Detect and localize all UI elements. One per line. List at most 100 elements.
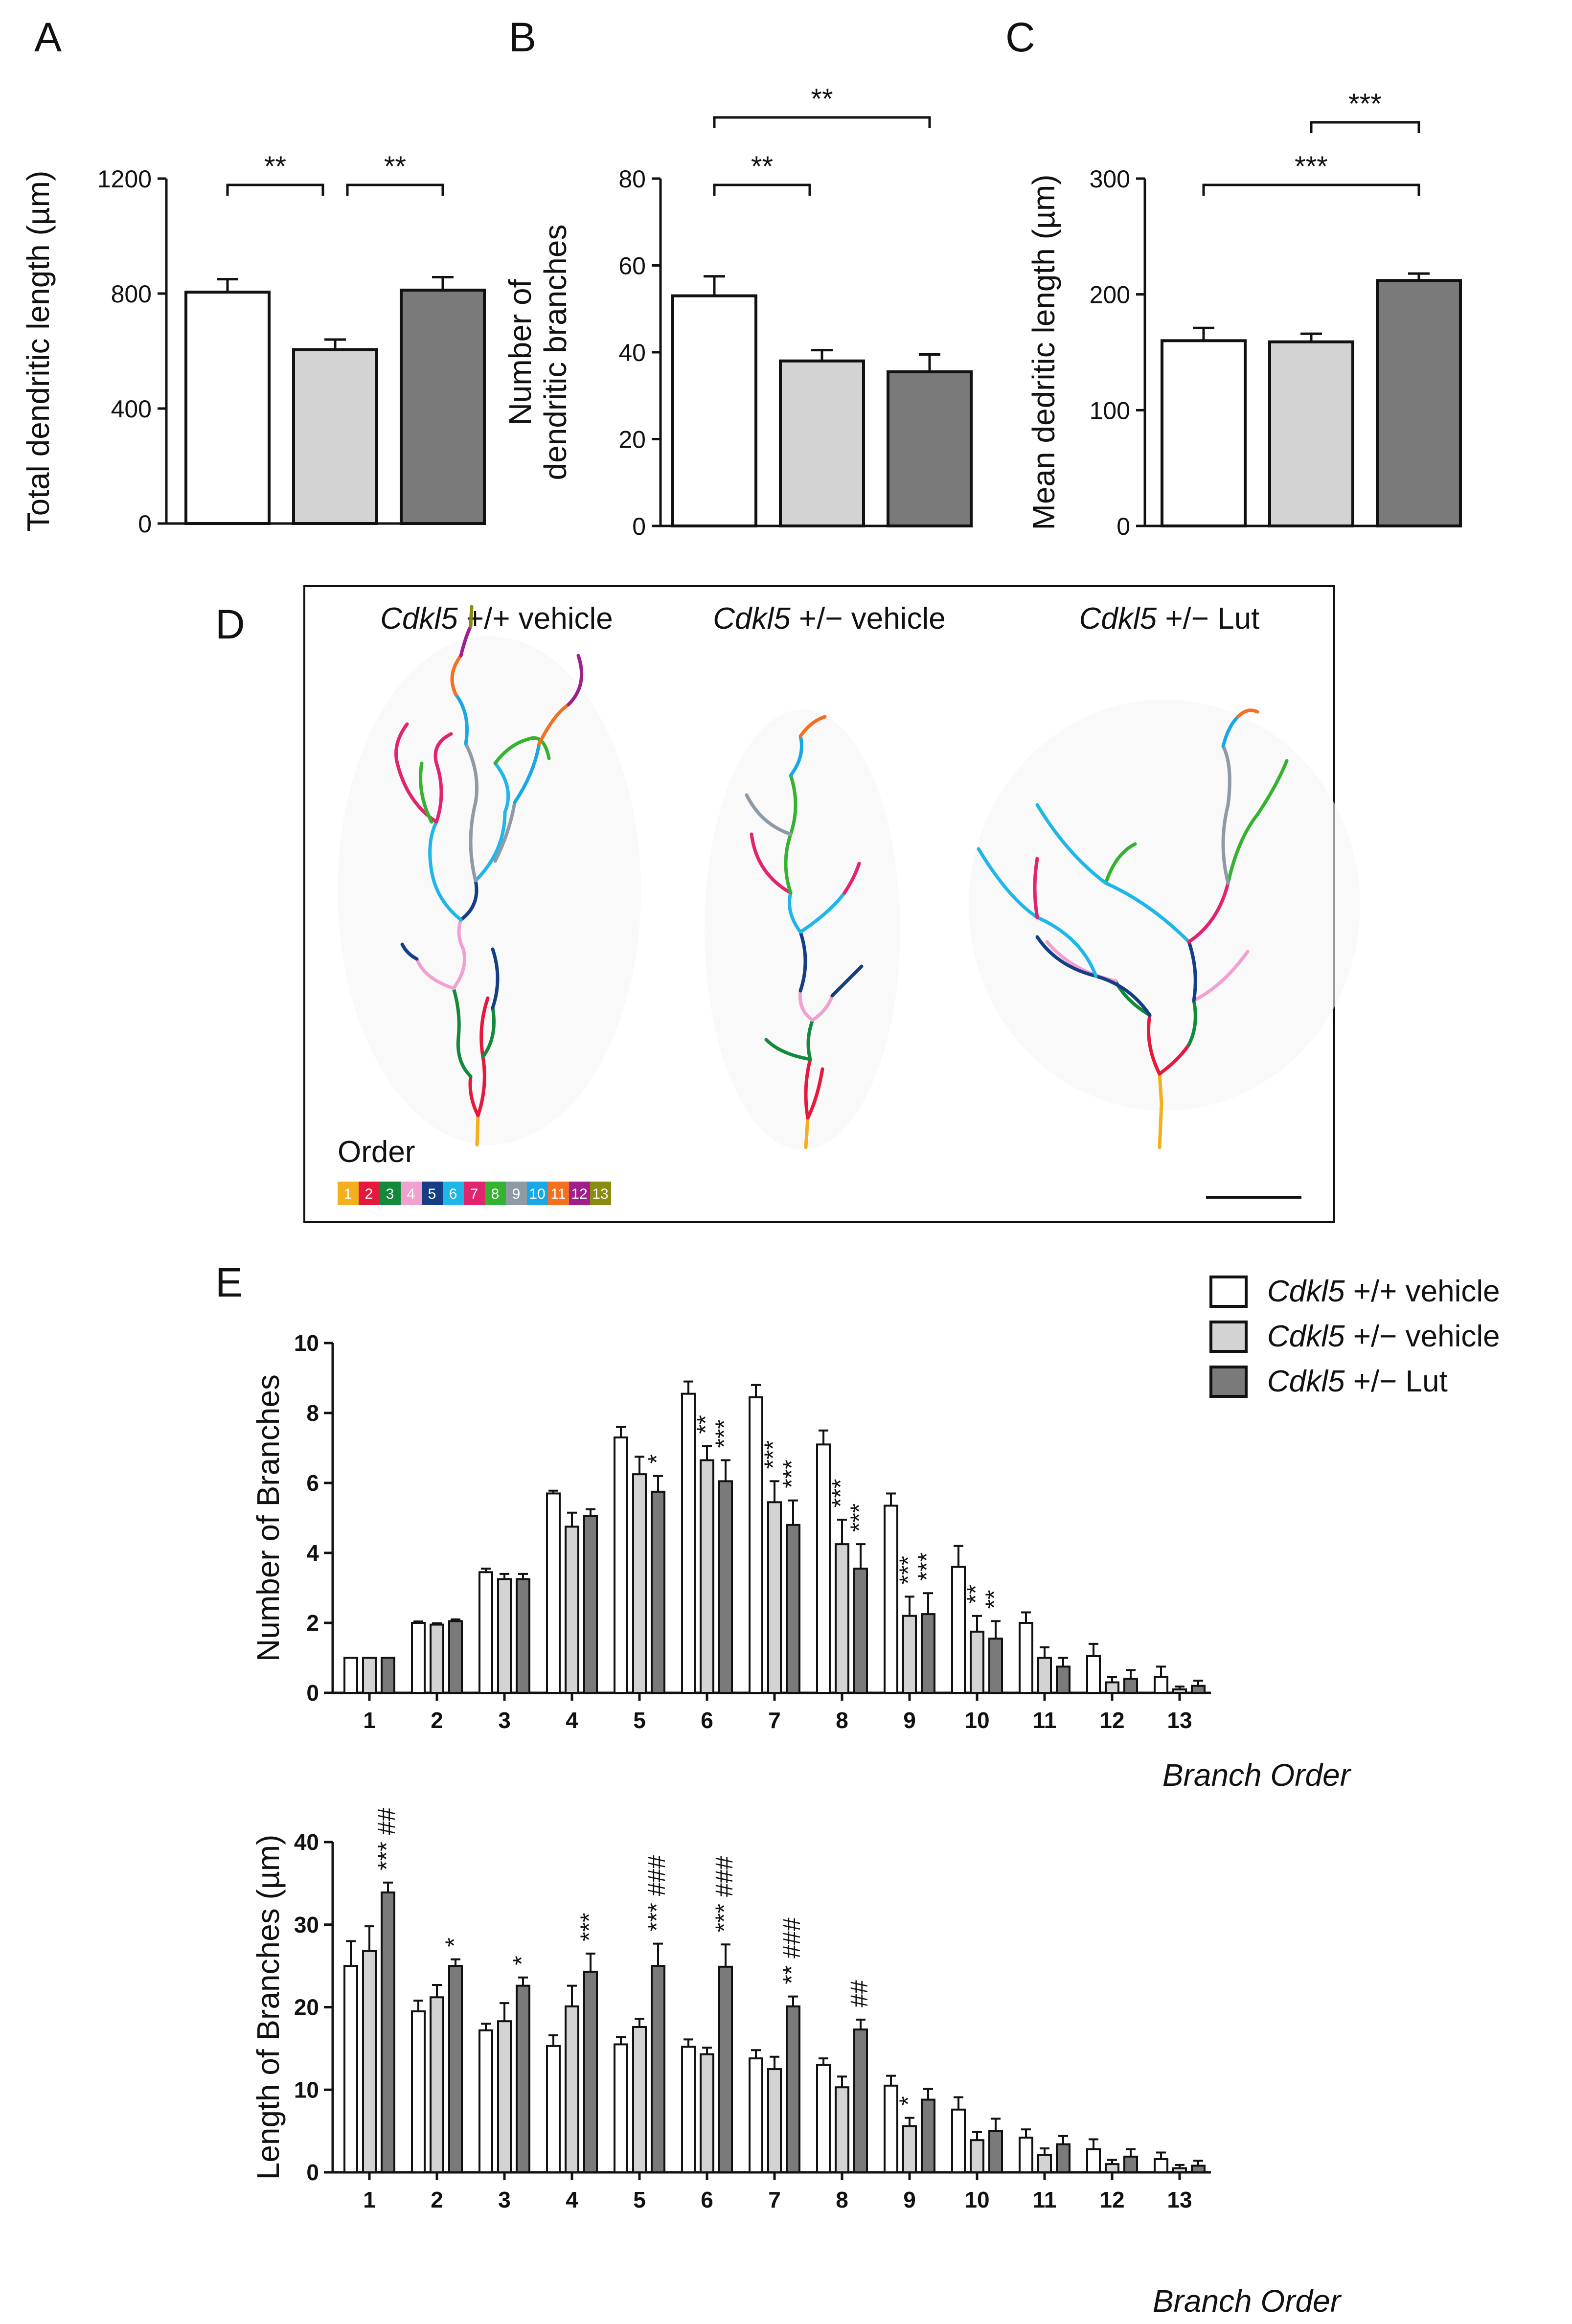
panel-b: B 0 20 40 60 80 Number ofdendritic branches ** *…	[502, 14, 973, 540]
dendrite-branch	[1035, 803, 1108, 885]
bar-series-2	[497, 2020, 512, 2173]
y-tick-label: 30	[294, 1912, 319, 1937]
bar-series-1	[1154, 1676, 1168, 1694]
neuron-title-genotype: +/− vehicle	[791, 602, 946, 636]
bar-series-3	[516, 1984, 530, 2173]
dendrite-branch	[481, 1006, 496, 1059]
y-tick-label: 0	[306, 1680, 319, 1706]
bar-series-1	[816, 1443, 831, 1694]
significance-label: **	[811, 83, 833, 115]
dendrite-branch	[454, 693, 469, 746]
x-tick-label: 3	[498, 2187, 511, 2212]
significance-bracket	[1310, 121, 1420, 133]
y-tick-label: 4	[306, 1540, 319, 1566]
dendrite-branch	[764, 1038, 812, 1061]
legend-label: Cdkl5 +/− vehicle	[1267, 1320, 1500, 1353]
dendrite-branch	[419, 761, 433, 824]
dendrite-branch	[806, 1067, 824, 1120]
legend-swatch	[1209, 1321, 1248, 1353]
bar-series-2	[632, 1473, 647, 1694]
neuron-title: Cdkl5 +/+ vehicle	[380, 602, 613, 636]
bar-3	[400, 288, 486, 525]
neuron-title-genotype: +/− Lut	[1157, 602, 1259, 636]
dendrite-branch	[745, 793, 793, 836]
bar-series-2	[1172, 1688, 1187, 1694]
x-tick-label: 4	[566, 2187, 578, 2212]
dendrite-branch	[750, 832, 793, 895]
bar-series-2	[700, 1459, 714, 1694]
dendrite-branch	[415, 957, 456, 990]
neuron-title-gene: Cdkl5	[713, 602, 791, 636]
significance-bracket	[713, 116, 931, 128]
bar-3	[887, 370, 973, 527]
dendrite-branch	[394, 722, 438, 824]
y-tick-label: 40	[294, 1829, 319, 1855]
y-tick-label: 800	[111, 280, 152, 308]
bar-series-1	[546, 2045, 561, 2173]
bar-series-2	[970, 1630, 984, 1694]
x-axis-title: Branch Order	[1162, 1757, 1352, 1793]
y-tick-label: 40	[618, 339, 646, 366]
x-tick-label: 12	[1099, 2187, 1124, 2212]
dendrite-branch	[1187, 940, 1197, 1003]
significance-bracket	[226, 183, 324, 196]
bar-2	[292, 348, 378, 525]
x-tick-label: 10	[964, 2187, 989, 2212]
bar-1	[184, 291, 271, 525]
y-axis-title: Number ofdendritic branches	[502, 225, 573, 480]
bar-series-3	[988, 2130, 1003, 2173]
bar-series-3	[651, 1965, 665, 2173]
x-axis-title: Branch Order	[1153, 2283, 1342, 2319]
dendrite-branch	[400, 942, 419, 961]
significance-label: **	[264, 151, 286, 182]
y-tick-label: 6	[306, 1470, 319, 1496]
bar-series-1	[614, 1436, 628, 1694]
bar-series-3	[448, 1965, 463, 2173]
legend-label-gene: Cdkl5	[1267, 1275, 1345, 1308]
neuron-title-genotype: +/+ vehicle	[458, 602, 613, 636]
bar-series-1	[1086, 2148, 1101, 2173]
dendrite-branch	[491, 947, 500, 1010]
bar-series-1	[816, 2064, 831, 2173]
y-tick-label: 10	[294, 2077, 319, 2102]
y-tick-label: 200	[1090, 281, 1130, 309]
x-tick-label: 7	[768, 2187, 781, 2212]
significance-bracket	[713, 183, 811, 196]
panel-c: C 0 100 200 300 Mean dedritic length (µm) *** *…	[1005, 14, 1462, 540]
dendrite-branch	[459, 624, 473, 658]
order-swatch	[506, 1182, 527, 1205]
order-number: 6	[449, 1186, 457, 1202]
y-tick-label: 8	[306, 1400, 319, 1426]
x-tick-label: 10	[964, 1708, 989, 1733]
dendrite-branch	[789, 734, 803, 777]
dendrite-branch	[475, 1114, 480, 1147]
bar-series-2	[565, 2005, 579, 2173]
bar-series-2	[1105, 1681, 1119, 1694]
bar-series-2	[835, 2086, 849, 2173]
panel-label: E	[215, 1259, 243, 1305]
legend-label-gene: Cdkl5	[1267, 1320, 1345, 1353]
bar-series-2	[1037, 2154, 1052, 2173]
significance-label: **	[962, 1585, 989, 1604]
bar-series-3	[448, 1620, 463, 1694]
bar-series-1	[1086, 1655, 1101, 1694]
legend-label-genotype: +/+ vehicle	[1345, 1275, 1500, 1308]
x-tick-label: 1	[363, 2187, 376, 2212]
bar-series-2	[565, 1526, 579, 1694]
dendrite-branch	[1104, 881, 1191, 944]
order-number: 5	[428, 1186, 436, 1202]
legend-swatch	[1209, 1276, 1248, 1308]
dendrite-branch	[806, 1018, 815, 1061]
bar-series-1	[478, 1571, 493, 1694]
neuron-title-gene: Cdkl5	[380, 602, 458, 636]
significance-label: *	[894, 2096, 922, 2105]
dendrite-branch	[1158, 1072, 1163, 1149]
bar-series-1	[681, 2046, 696, 2173]
y-tick-label: 300	[1090, 165, 1130, 193]
x-tick-label: 4	[566, 1708, 578, 1733]
y-tick-label: 1200	[97, 165, 152, 193]
bar-series-2	[835, 1543, 849, 1694]
significance-label: *** ###	[643, 1855, 670, 1932]
order-swatch	[359, 1182, 380, 1205]
